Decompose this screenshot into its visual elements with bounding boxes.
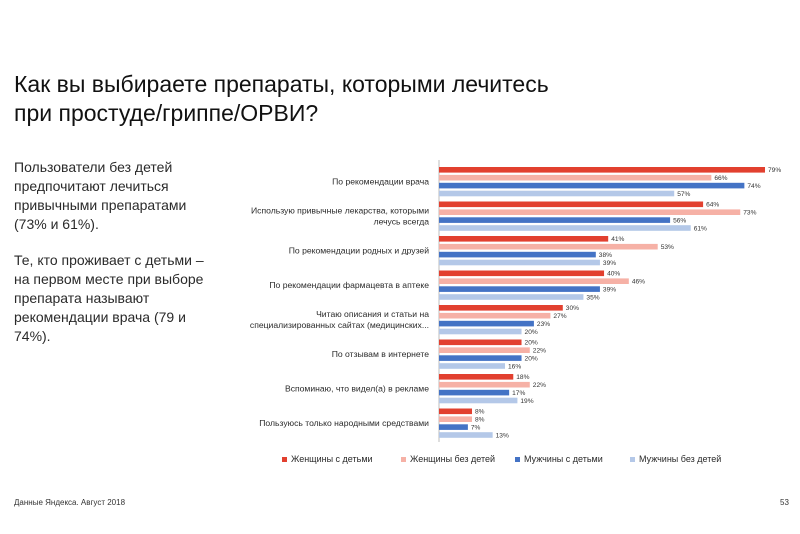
bar <box>439 243 658 250</box>
bar <box>439 286 600 292</box>
legend-label: Женщины с детьми <box>291 454 373 464</box>
bar-value-label: 8% <box>475 417 485 424</box>
bar <box>439 416 473 422</box>
category-label: По рекомендации фармацевта в аптеке <box>269 280 429 290</box>
bar-value-label: 74% <box>747 183 760 190</box>
bar <box>439 363 506 369</box>
bar <box>439 251 596 258</box>
bar-value-label: 79% <box>768 167 781 174</box>
category-label: Использую привычные лекарства, которыми л… <box>251 206 429 227</box>
bar-value-label: 16% <box>508 363 521 370</box>
bar <box>439 167 765 173</box>
bar-value-label: 19% <box>520 398 533 405</box>
bar <box>439 397 518 404</box>
bar <box>439 174 712 181</box>
category-label: Пользуюсь только народными средствами <box>259 418 429 428</box>
legend-label: Мужчины без детей <box>639 454 721 464</box>
insight-paragraph-1: Пользователи без детей предпочитают лечи… <box>14 159 187 232</box>
bar <box>439 190 675 197</box>
bar-value-label: 20% <box>525 355 538 362</box>
insight-text: Пользователи без детей предпочитают лечи… <box>14 158 204 363</box>
bar-value-label: 73% <box>743 210 756 217</box>
bar <box>439 270 605 277</box>
source-note: Данные Яндекса. Август 2018 <box>14 498 126 507</box>
bar-value-label: 7% <box>471 424 481 431</box>
bar-value-label: 66% <box>714 175 727 182</box>
bar <box>439 355 522 361</box>
category-label: Вспоминаю, что видел(а) в рекламе <box>285 384 429 394</box>
bar-value-label: 20% <box>525 329 538 336</box>
bar <box>439 347 530 353</box>
bar <box>439 305 563 311</box>
bar-value-label: 53% <box>661 244 674 251</box>
bar <box>439 182 745 189</box>
page-number: 53 <box>780 498 789 507</box>
bar <box>439 259 600 266</box>
title-line-2: при простуде/гриппе/ОРВИ? <box>14 100 319 126</box>
bar-value-label: 22% <box>533 382 546 389</box>
legend-swatch <box>282 457 287 462</box>
bar <box>439 278 629 284</box>
legend-swatch <box>515 457 520 462</box>
bar-value-label: 39% <box>603 260 616 267</box>
bar-value-label: 30% <box>566 305 579 312</box>
bar-value-label: 46% <box>632 279 645 286</box>
bar <box>439 408 473 415</box>
bar-value-label: 41% <box>611 236 624 243</box>
bar <box>439 209 741 215</box>
bar-value-label: 56% <box>673 217 686 224</box>
bar <box>439 312 551 319</box>
bar <box>439 374 514 380</box>
bar <box>439 424 468 430</box>
bar <box>439 381 530 388</box>
page-title: Как вы выбираете препараты, которыми леч… <box>14 70 714 128</box>
bar <box>439 339 522 346</box>
bar-value-label: 8% <box>475 409 485 416</box>
bar <box>439 236 609 242</box>
category-label: Читаю описания и статьи на специализирова… <box>250 309 429 330</box>
bar-value-label: 35% <box>586 294 599 301</box>
category-label: По рекомендации родных и друзей <box>289 246 429 256</box>
bar <box>439 389 510 396</box>
bar-value-label: 20% <box>525 340 538 347</box>
legend-label: Мужчины с детьми <box>524 454 603 464</box>
bar-value-label: 13% <box>496 432 509 439</box>
bar <box>439 225 691 231</box>
legend-swatch <box>401 457 406 462</box>
bar <box>439 328 522 335</box>
bar-value-label: 64% <box>706 202 719 209</box>
bar <box>439 201 704 208</box>
bar-value-label: 27% <box>553 313 566 320</box>
bar-value-label: 57% <box>677 191 690 198</box>
bar-value-label: 22% <box>533 348 546 355</box>
title-line-1: Как вы выбираете препараты, которыми леч… <box>14 71 549 97</box>
bar-value-label: 17% <box>512 390 525 397</box>
bar <box>439 320 534 327</box>
category-label: По рекомендации врача <box>332 177 429 187</box>
bar-value-label: 61% <box>694 225 707 232</box>
bar <box>439 432 493 438</box>
bar <box>439 217 671 223</box>
category-label: По отзывам в интернете <box>332 349 430 359</box>
bar-value-label: 39% <box>603 286 616 293</box>
bar-value-label: 38% <box>599 252 612 259</box>
legend-label: Женщины без детей <box>410 454 495 464</box>
bar-value-label: 18% <box>516 374 529 381</box>
legend-swatch <box>630 457 635 462</box>
bar-value-label: 23% <box>537 321 550 328</box>
insight-paragraph-2: Те, кто проживает с детьми – на первом м… <box>14 252 204 344</box>
bar <box>439 294 584 300</box>
bar-value-label: 40% <box>607 271 620 278</box>
